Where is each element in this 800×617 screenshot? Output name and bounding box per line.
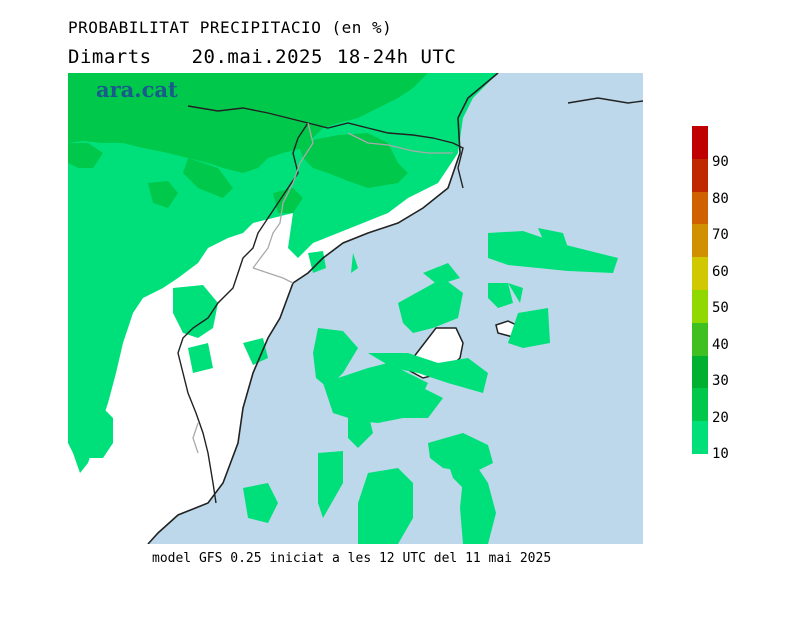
legend-label: 10 <box>712 446 729 462</box>
legend-label: 20 <box>712 409 729 426</box>
legend-colorbar: 10 20 30 40 50 60 70 80 90 <box>692 126 729 462</box>
forecast-day: Dimarts <box>68 46 152 68</box>
legend-label: 80 <box>712 190 729 207</box>
model-footer: model GFS 0.25 iniciat a les 12 UTC del … <box>152 551 552 566</box>
legend-segment <box>692 126 708 159</box>
forecast-period: 18-24h UTC <box>336 46 457 68</box>
legend-label: 50 <box>712 300 729 316</box>
forecast-date: 20.mai.2025 <box>191 46 323 68</box>
legend-segment <box>692 388 708 422</box>
legend-segment <box>692 355 708 389</box>
province-borders <box>192 122 453 454</box>
legend-segment <box>692 290 708 323</box>
legend-segment <box>692 257 708 290</box>
map-canvas <box>68 73 643 544</box>
coastline <box>147 73 499 544</box>
precipitation-map: ara.cat <box>68 73 643 544</box>
legend-segment <box>692 322 708 356</box>
legend-label: 60 <box>712 263 729 280</box>
legend-label: 70 <box>712 227 729 243</box>
legend-segment <box>692 158 708 192</box>
legend-label: 40 <box>712 336 729 353</box>
country-borders <box>177 97 643 504</box>
probability-20-areas <box>68 73 428 213</box>
legend-label: 90 <box>712 154 729 170</box>
legend-segment <box>692 224 708 258</box>
map-title: PROBABILITAT PRECIPITACIO (en %) <box>68 18 393 37</box>
legend-label: 30 <box>712 373 729 389</box>
legend-segment <box>692 191 708 225</box>
ara-cat-logo: ara.cat <box>96 77 178 102</box>
legend-segment <box>692 421 708 454</box>
map-subtitle: Dimarts 20.mai.2025 18-24h UTC <box>68 46 496 68</box>
